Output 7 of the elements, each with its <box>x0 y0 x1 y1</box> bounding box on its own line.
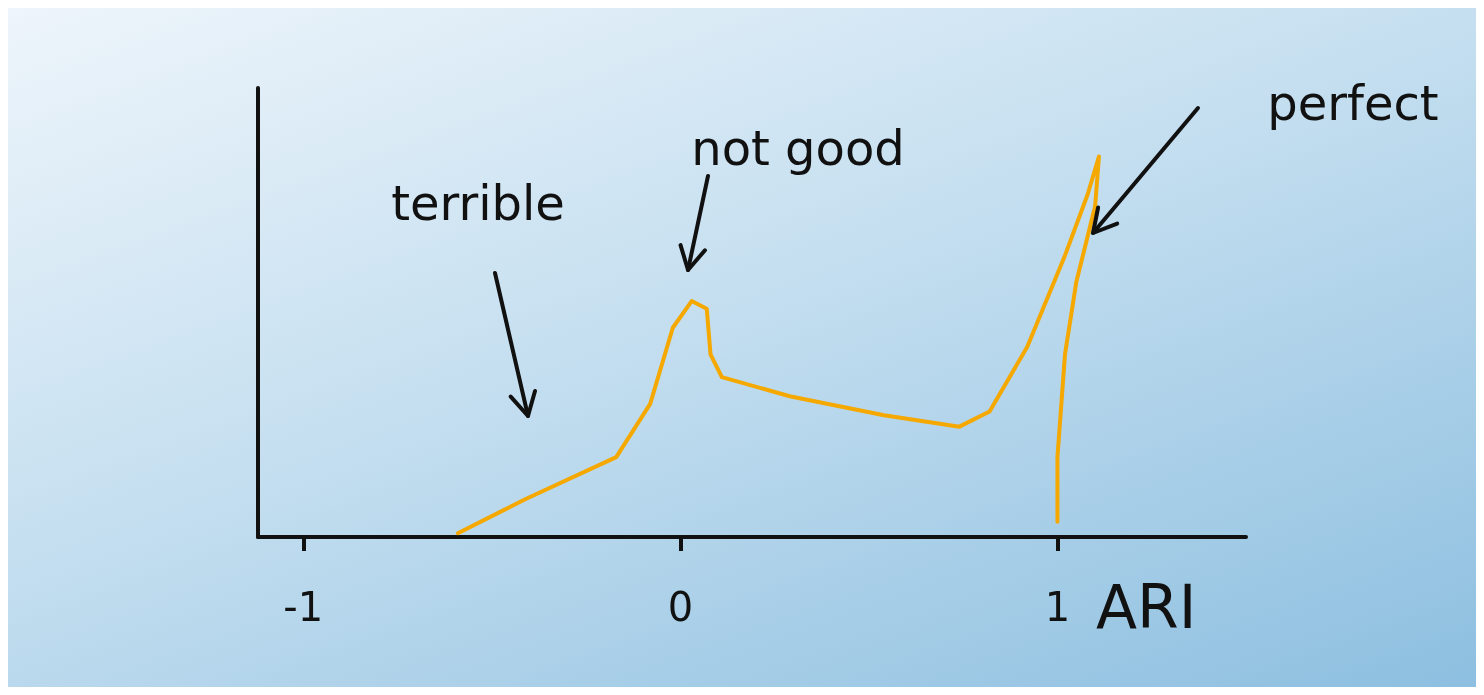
annotation: terrible <box>391 175 565 231</box>
annotation: not good <box>691 120 905 176</box>
text: perfect <box>1267 75 1439 131</box>
x-tick-label: 0 <box>667 584 694 630</box>
x-tick-label: -1 <box>283 584 324 630</box>
x-axis-title: ARI <box>1096 572 1197 642</box>
x-tick-label: 1 <box>1044 584 1071 630</box>
